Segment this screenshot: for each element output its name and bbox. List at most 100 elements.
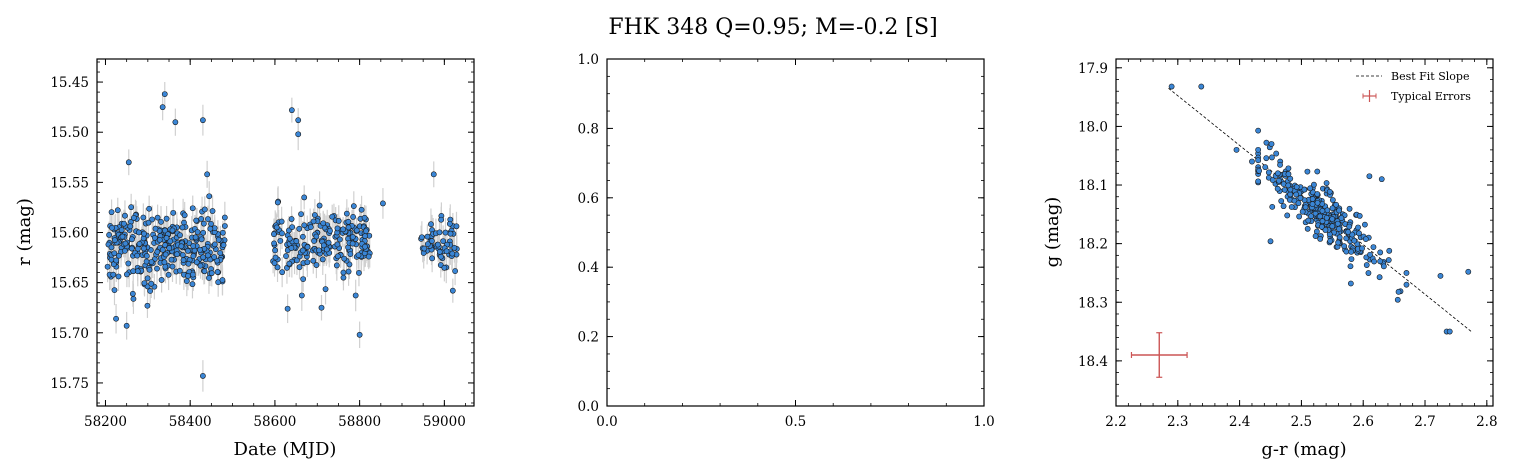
data-point <box>1267 238 1274 245</box>
data-point <box>428 221 434 228</box>
data-point <box>1309 201 1316 208</box>
data-point <box>108 256 115 263</box>
data-point <box>1329 197 1336 203</box>
data-point <box>115 273 122 280</box>
data-point <box>130 295 137 302</box>
y-tick-label: 15.55 <box>50 175 89 191</box>
data-point <box>1304 225 1311 232</box>
data-point <box>1371 258 1377 265</box>
data-point <box>313 262 320 268</box>
data-point <box>146 266 153 273</box>
data-point <box>197 262 204 269</box>
data-point <box>358 206 365 213</box>
y-tick-label: 1.0 <box>578 52 599 68</box>
data-point <box>1268 141 1275 147</box>
data-point <box>141 230 147 237</box>
data-point <box>430 171 437 178</box>
data-point <box>220 242 227 249</box>
data-point <box>1385 257 1392 263</box>
data-point <box>1301 186 1308 193</box>
data-point <box>1323 180 1330 186</box>
data-point <box>193 259 200 266</box>
data-point <box>1299 208 1306 215</box>
data-point <box>128 204 135 211</box>
data-point <box>1293 184 1300 190</box>
data-point <box>1311 181 1317 188</box>
data-point <box>214 269 221 275</box>
data-point <box>452 268 459 274</box>
data-point <box>320 220 327 227</box>
data-point <box>436 229 443 236</box>
data-point <box>313 233 320 240</box>
y-tick-label: 0.0 <box>578 399 599 415</box>
data-point <box>189 281 196 288</box>
data-point <box>334 225 341 232</box>
data-point <box>190 253 197 259</box>
data-point <box>271 260 278 267</box>
data-point <box>345 224 352 231</box>
data-point <box>438 253 444 260</box>
data-point <box>443 248 450 255</box>
data-point <box>172 119 179 126</box>
data-point <box>211 241 218 248</box>
data-point <box>136 240 143 247</box>
data-point <box>113 257 120 264</box>
data-point <box>334 253 341 260</box>
data-point <box>1336 207 1343 214</box>
data-point <box>1314 191 1321 197</box>
data-point <box>1351 237 1358 244</box>
data-point <box>219 277 226 283</box>
data-point <box>189 271 196 278</box>
data-point <box>189 205 196 212</box>
data-point <box>208 220 214 227</box>
data-point <box>307 224 314 230</box>
data-point <box>208 270 215 277</box>
data-point <box>1284 212 1291 219</box>
data-point <box>1324 207 1331 214</box>
data-point <box>209 208 216 214</box>
data-point <box>304 259 311 266</box>
y-tick-label: 15.65 <box>50 276 89 292</box>
ticks: 0.0 0.5 1.0 0.0 0.2 0.4 0.6 0.8 1.0 <box>578 52 995 430</box>
data-point <box>1275 177 1282 184</box>
data-point <box>1262 164 1269 171</box>
data-point <box>179 224 186 231</box>
data-point <box>158 277 165 283</box>
data-point <box>180 257 187 264</box>
data-point <box>273 224 280 231</box>
data-point <box>123 322 130 329</box>
data-point <box>272 247 278 254</box>
data-point <box>449 287 456 294</box>
data-point <box>192 234 199 241</box>
data-point <box>1446 328 1453 335</box>
data-point <box>289 224 296 230</box>
data-point <box>1317 235 1324 242</box>
x-tick-label: 58200 <box>84 414 127 430</box>
data-point <box>211 254 218 260</box>
data-point <box>298 292 305 299</box>
data-point <box>221 214 228 221</box>
data-point <box>1345 229 1351 235</box>
data-point <box>272 254 279 261</box>
plot-frame <box>606 58 985 407</box>
data-point <box>116 252 122 259</box>
data-point <box>143 253 150 259</box>
data-point <box>380 200 386 207</box>
data-point <box>323 246 330 253</box>
data-point <box>135 229 142 236</box>
data-point <box>1322 227 1329 233</box>
data-point <box>145 219 152 226</box>
data-point <box>1255 178 1262 185</box>
data-point <box>1376 274 1383 281</box>
data-point <box>341 255 348 262</box>
data-point <box>1288 204 1295 210</box>
data-point <box>1338 215 1345 222</box>
data-point <box>1341 243 1348 250</box>
data-point <box>152 225 159 232</box>
data-point <box>185 273 191 279</box>
data-point <box>200 229 207 236</box>
data-point <box>296 225 303 232</box>
data-point <box>104 263 111 270</box>
data-point <box>424 233 431 240</box>
